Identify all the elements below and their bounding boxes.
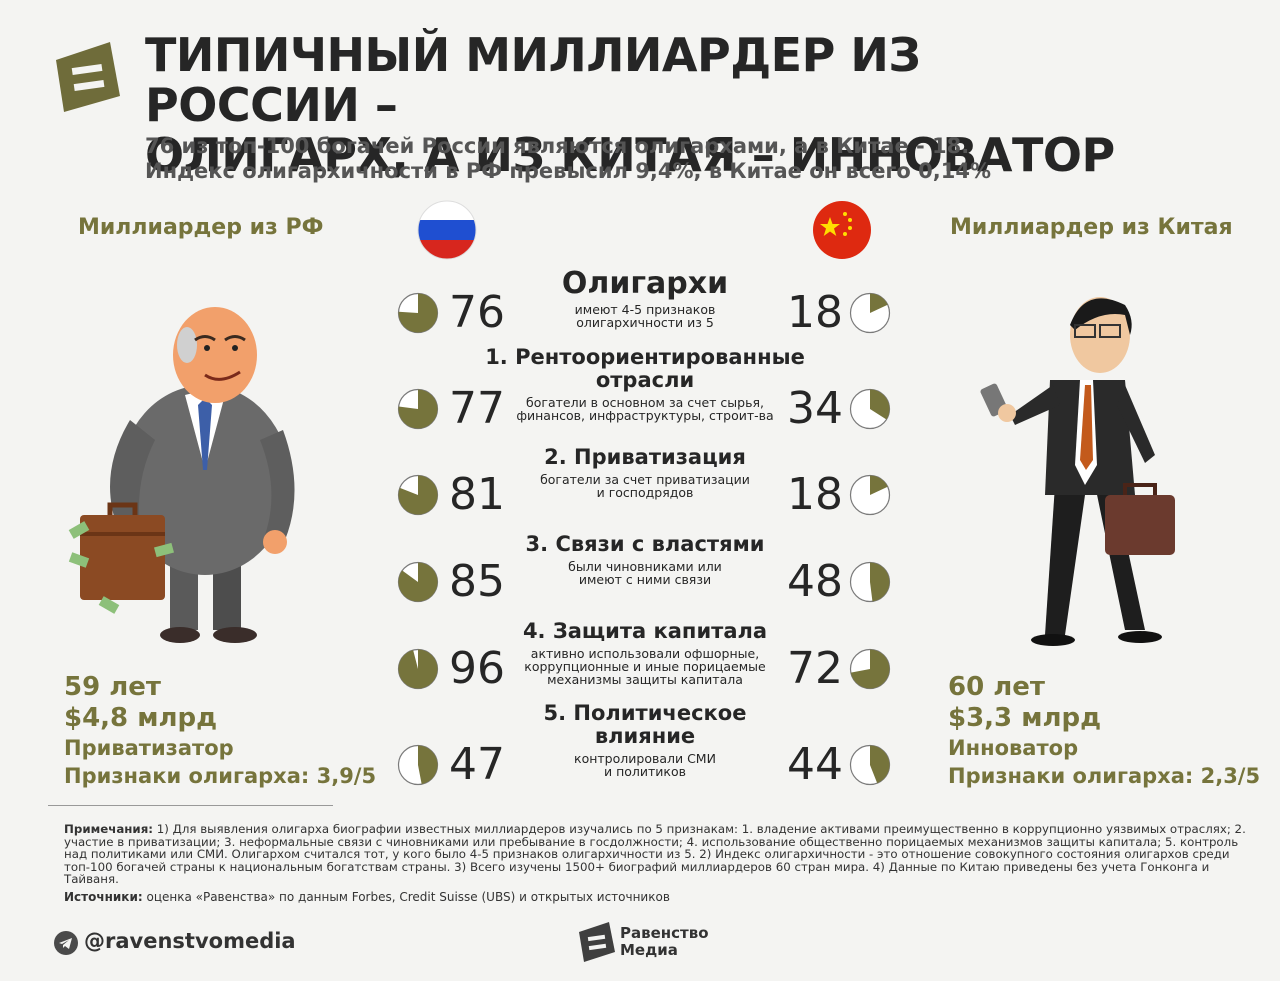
ru-pie-1: [397, 388, 439, 430]
cn-pie-0-slice: [870, 293, 888, 313]
cn-pie-0: [849, 292, 891, 334]
ru-pie-3-slice: [398, 562, 438, 602]
cn-pie-1: [849, 388, 891, 430]
left-wealth: $4,8 млрд: [64, 703, 218, 733]
cn-value-3: 48: [787, 556, 843, 607]
russia-flag-icon: [417, 200, 477, 260]
ru-pie-4-slice: [398, 649, 438, 689]
cn-value-1: 34: [787, 383, 843, 434]
ru-value-2: 81: [449, 469, 505, 520]
category-title-0: Олигархи: [561, 266, 729, 301]
divider: [48, 805, 333, 806]
right-column-title: Миллиардер из Китая: [950, 215, 1233, 240]
category-4: 4. Защита капитала активно использовали о…: [480, 619, 810, 687]
ru-value-1: 77: [449, 383, 505, 434]
category-title-1: 1. Рентоориентированные отрасли: [485, 345, 805, 392]
china-flag-icon: [813, 201, 871, 259]
notes: Примечания: 1) Для выявления олигарха би…: [64, 822, 1246, 886]
sources: Источники: оценка «Равенства» по данным …: [64, 890, 670, 904]
right-wealth: $3,3 млрд: [948, 703, 1102, 733]
category-title-5: 5. Политическое влияние: [543, 701, 747, 748]
ru-value-5: 47: [449, 739, 505, 790]
category-desc-2: богатели за счет приватизации и господряд…: [540, 472, 750, 500]
brand-logo-icon: [579, 922, 615, 962]
oligarch-illustration: [68, 307, 295, 643]
ru-value-4: 96: [449, 643, 505, 694]
right-type: Инноватор: [948, 736, 1079, 760]
category-5: 5. Политическое влияние контролировали СМИ…: [480, 701, 810, 779]
cn-pie-2: [849, 474, 891, 516]
cn-pie-2-slice: [870, 475, 888, 495]
cn-pie-4: [849, 648, 891, 690]
left-signs: Признаки олигарха: 3,9/5: [64, 764, 377, 788]
category-1: 1. Рентоориентированные отрасли богатели в…: [480, 345, 810, 423]
cn-pie-3: [849, 561, 891, 603]
left-age: 59 лет: [64, 672, 161, 702]
category-0: Олигархи имеют 4-5 признаков олигархичност…: [480, 266, 810, 330]
category-title-4: 4. Защита капитала: [522, 619, 768, 643]
cn-value-0: 18: [787, 287, 843, 338]
ru-pie-2-slice: [398, 475, 438, 515]
ru-pie-3: [397, 561, 439, 603]
page-subtitle: 76 из топ-100 богачей России являются ол…: [145, 134, 991, 183]
ru-pie-5: [397, 744, 439, 786]
cn-pie-1-slice: [870, 389, 890, 420]
left-type: Приватизатор: [64, 736, 234, 760]
ru-pie-0: [397, 292, 439, 334]
category-2: 2. Приватизация богатели за счет приватиз…: [480, 445, 810, 500]
ru-pie-5-slice: [418, 745, 438, 785]
ru-pie-2: [397, 474, 439, 516]
cn-value-5: 44: [787, 739, 843, 790]
category-3: 3. Связи с властями были чиновниками или и…: [480, 532, 810, 587]
cn-pie-5: [849, 744, 891, 786]
right-age: 60 лет: [948, 672, 1045, 702]
ru-pie-1-slice: [398, 389, 438, 429]
category-desc-1: богатели в основном за счет сырья, финанс…: [516, 395, 774, 423]
category-desc-3: были чиновниками или имеют с ними связи: [568, 559, 722, 587]
cn-pie-3-slice: [870, 562, 890, 602]
category-title-2: 2. Приватизация: [544, 445, 746, 469]
category-desc-4: активно использовали офшорные, коррупцион…: [524, 646, 766, 687]
page-title: ТИПИЧНЫЙ МИЛЛИАРДЕР ИЗ РОССИИ – ОЛИГАРХ,…: [145, 28, 1115, 182]
left-stats: 59 лет $4,8 млрд Приватизатор Признаки о…: [64, 672, 376, 790]
cn-value-2: 18: [787, 469, 843, 520]
left-column-title: Миллиардер из РФ: [78, 215, 324, 240]
ru-pie-4: [397, 648, 439, 690]
ru-value-3: 85: [449, 556, 505, 607]
brand-name: Равенство Медиа: [620, 924, 709, 959]
ru-value-0: 76: [449, 287, 505, 338]
category-desc-0: имеют 4-5 признаков олигархичности из 5: [574, 302, 716, 330]
cn-pie-5-slice: [870, 745, 890, 784]
cn-value-4: 72: [787, 643, 843, 694]
right-signs: Признаки олигарха: 2,3/5: [948, 764, 1261, 788]
equals-logo-icon: [56, 42, 120, 112]
ru-pie-0-slice: [398, 293, 438, 333]
right-stats: 60 лет $3,3 млрд Инноватор Признаки олиг…: [948, 672, 1260, 790]
telegram-icon: [54, 931, 78, 955]
category-title-3: 3. Связи с властями: [525, 532, 765, 556]
telegram-handle[interactable]: @ravenstvomedia: [84, 929, 296, 953]
category-desc-5: контролировали СМИ и политиков: [574, 751, 716, 779]
cn-pie-4-slice: [850, 649, 890, 689]
innovator-illustration: [980, 297, 1175, 646]
